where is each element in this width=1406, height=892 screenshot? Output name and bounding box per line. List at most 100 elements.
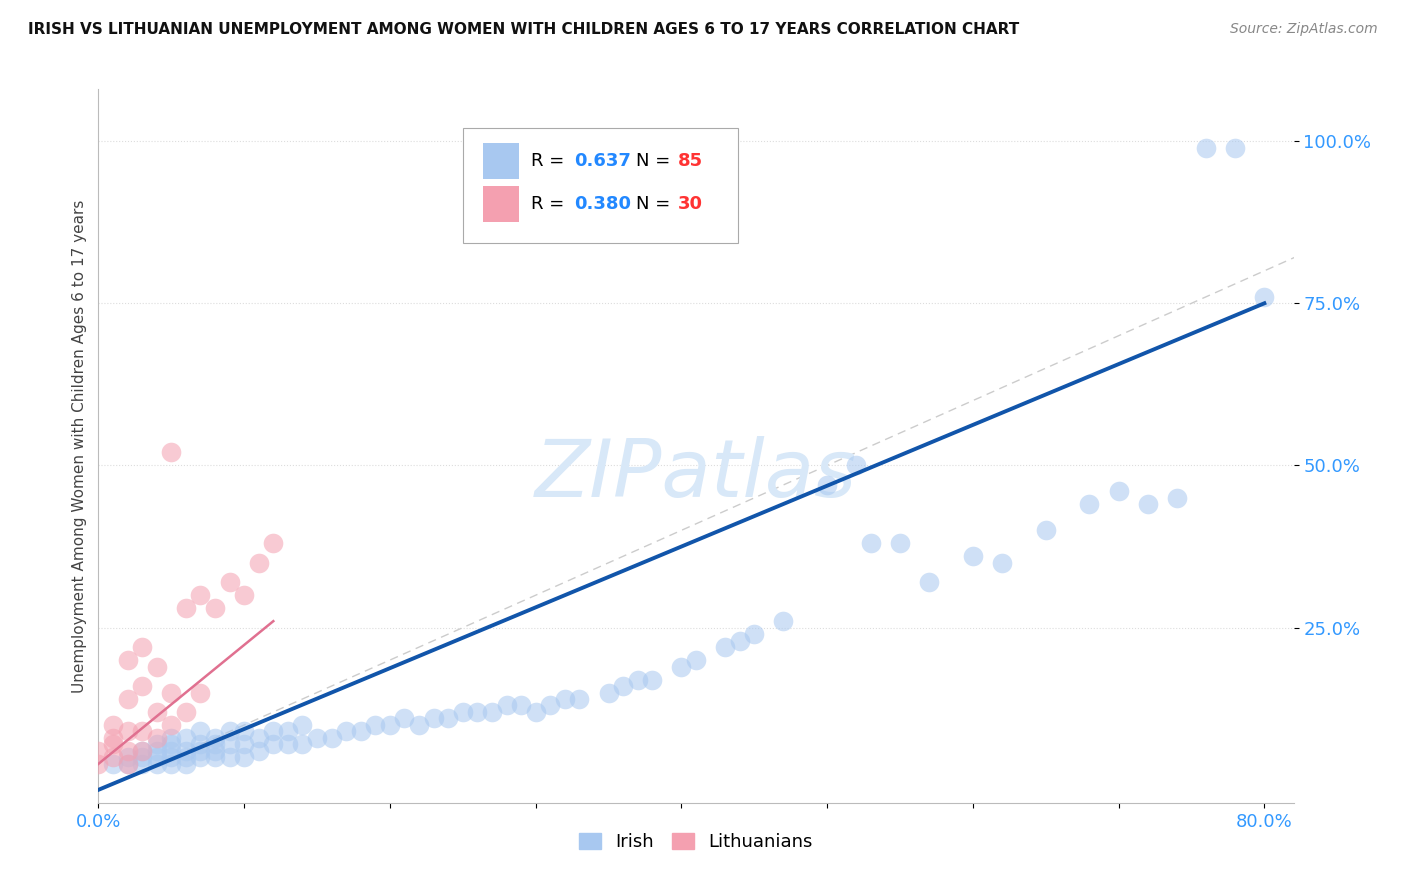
Point: [437, 711, 460, 725]
Point: [117, 744, 139, 758]
Point: [131, 750, 153, 764]
Point: [728, 633, 751, 648]
Point: [174, 705, 197, 719]
Point: [101, 750, 124, 764]
Point: [845, 458, 868, 473]
Point: [481, 705, 503, 719]
Point: [190, 750, 212, 764]
Point: [364, 718, 387, 732]
Point: [117, 750, 139, 764]
Text: N =: N =: [637, 195, 676, 213]
Point: [190, 738, 212, 752]
Text: R =: R =: [531, 195, 569, 213]
Point: [350, 724, 373, 739]
Point: [291, 738, 314, 752]
Point: [321, 731, 343, 745]
Point: [277, 738, 299, 752]
Point: [1078, 497, 1101, 511]
Point: [160, 738, 183, 752]
Point: [190, 588, 212, 602]
Point: [117, 756, 139, 771]
Point: [160, 756, 183, 771]
Legend: Irish, Lithuanians: Irish, Lithuanians: [572, 825, 820, 858]
Point: [685, 653, 707, 667]
Point: [131, 756, 153, 771]
Point: [174, 756, 197, 771]
Point: [510, 698, 533, 713]
Point: [247, 744, 270, 758]
Point: [145, 744, 167, 758]
Point: [1035, 524, 1057, 538]
Point: [204, 601, 226, 615]
Point: [145, 731, 167, 745]
Point: [598, 685, 620, 699]
Point: [233, 724, 256, 739]
Point: [538, 698, 561, 713]
Point: [1108, 484, 1130, 499]
Point: [218, 750, 240, 764]
Point: [918, 575, 941, 590]
Point: [233, 750, 256, 764]
Point: [1225, 140, 1247, 154]
Point: [815, 478, 838, 492]
Point: [204, 731, 226, 745]
Point: [131, 744, 153, 758]
Point: [859, 536, 882, 550]
Text: ZIPatlas: ZIPatlas: [534, 435, 858, 514]
Point: [101, 731, 124, 745]
Point: [218, 575, 240, 590]
Point: [160, 744, 183, 758]
Point: [204, 738, 226, 752]
Point: [160, 750, 183, 764]
Text: 0.637: 0.637: [574, 153, 631, 170]
Point: [568, 692, 591, 706]
Point: [378, 718, 401, 732]
Text: R =: R =: [531, 153, 569, 170]
Point: [131, 679, 153, 693]
Point: [190, 685, 212, 699]
Point: [772, 614, 794, 628]
Point: [204, 750, 226, 764]
Point: [160, 731, 183, 745]
Point: [962, 549, 984, 564]
Point: [117, 692, 139, 706]
Point: [190, 724, 212, 739]
Text: 30: 30: [678, 195, 703, 213]
Point: [612, 679, 634, 693]
Point: [145, 659, 167, 673]
Point: [627, 673, 650, 687]
Point: [117, 653, 139, 667]
Point: [467, 705, 489, 719]
Point: [131, 724, 153, 739]
Text: 85: 85: [678, 153, 703, 170]
Point: [889, 536, 911, 550]
Point: [291, 718, 314, 732]
Point: [87, 744, 110, 758]
Point: [117, 756, 139, 771]
Point: [160, 718, 183, 732]
FancyBboxPatch shape: [463, 128, 738, 243]
Point: [174, 601, 197, 615]
Point: [451, 705, 474, 719]
Point: [247, 556, 270, 570]
Point: [218, 724, 240, 739]
Point: [495, 698, 517, 713]
Text: IRISH VS LITHUANIAN UNEMPLOYMENT AMONG WOMEN WITH CHILDREN AGES 6 TO 17 YEARS CO: IRISH VS LITHUANIAN UNEMPLOYMENT AMONG W…: [28, 22, 1019, 37]
Point: [714, 640, 737, 654]
Point: [204, 744, 226, 758]
Point: [174, 750, 197, 764]
Point: [1166, 491, 1188, 505]
Text: 0.380: 0.380: [574, 195, 631, 213]
Point: [262, 738, 284, 752]
Point: [131, 640, 153, 654]
Point: [1253, 290, 1275, 304]
Point: [145, 705, 167, 719]
Point: [160, 685, 183, 699]
Bar: [484, 186, 519, 222]
Text: Source: ZipAtlas.com: Source: ZipAtlas.com: [1230, 22, 1378, 37]
Point: [262, 536, 284, 550]
Point: [160, 445, 183, 459]
Point: [554, 692, 576, 706]
Point: [247, 731, 270, 745]
Point: [145, 750, 167, 764]
